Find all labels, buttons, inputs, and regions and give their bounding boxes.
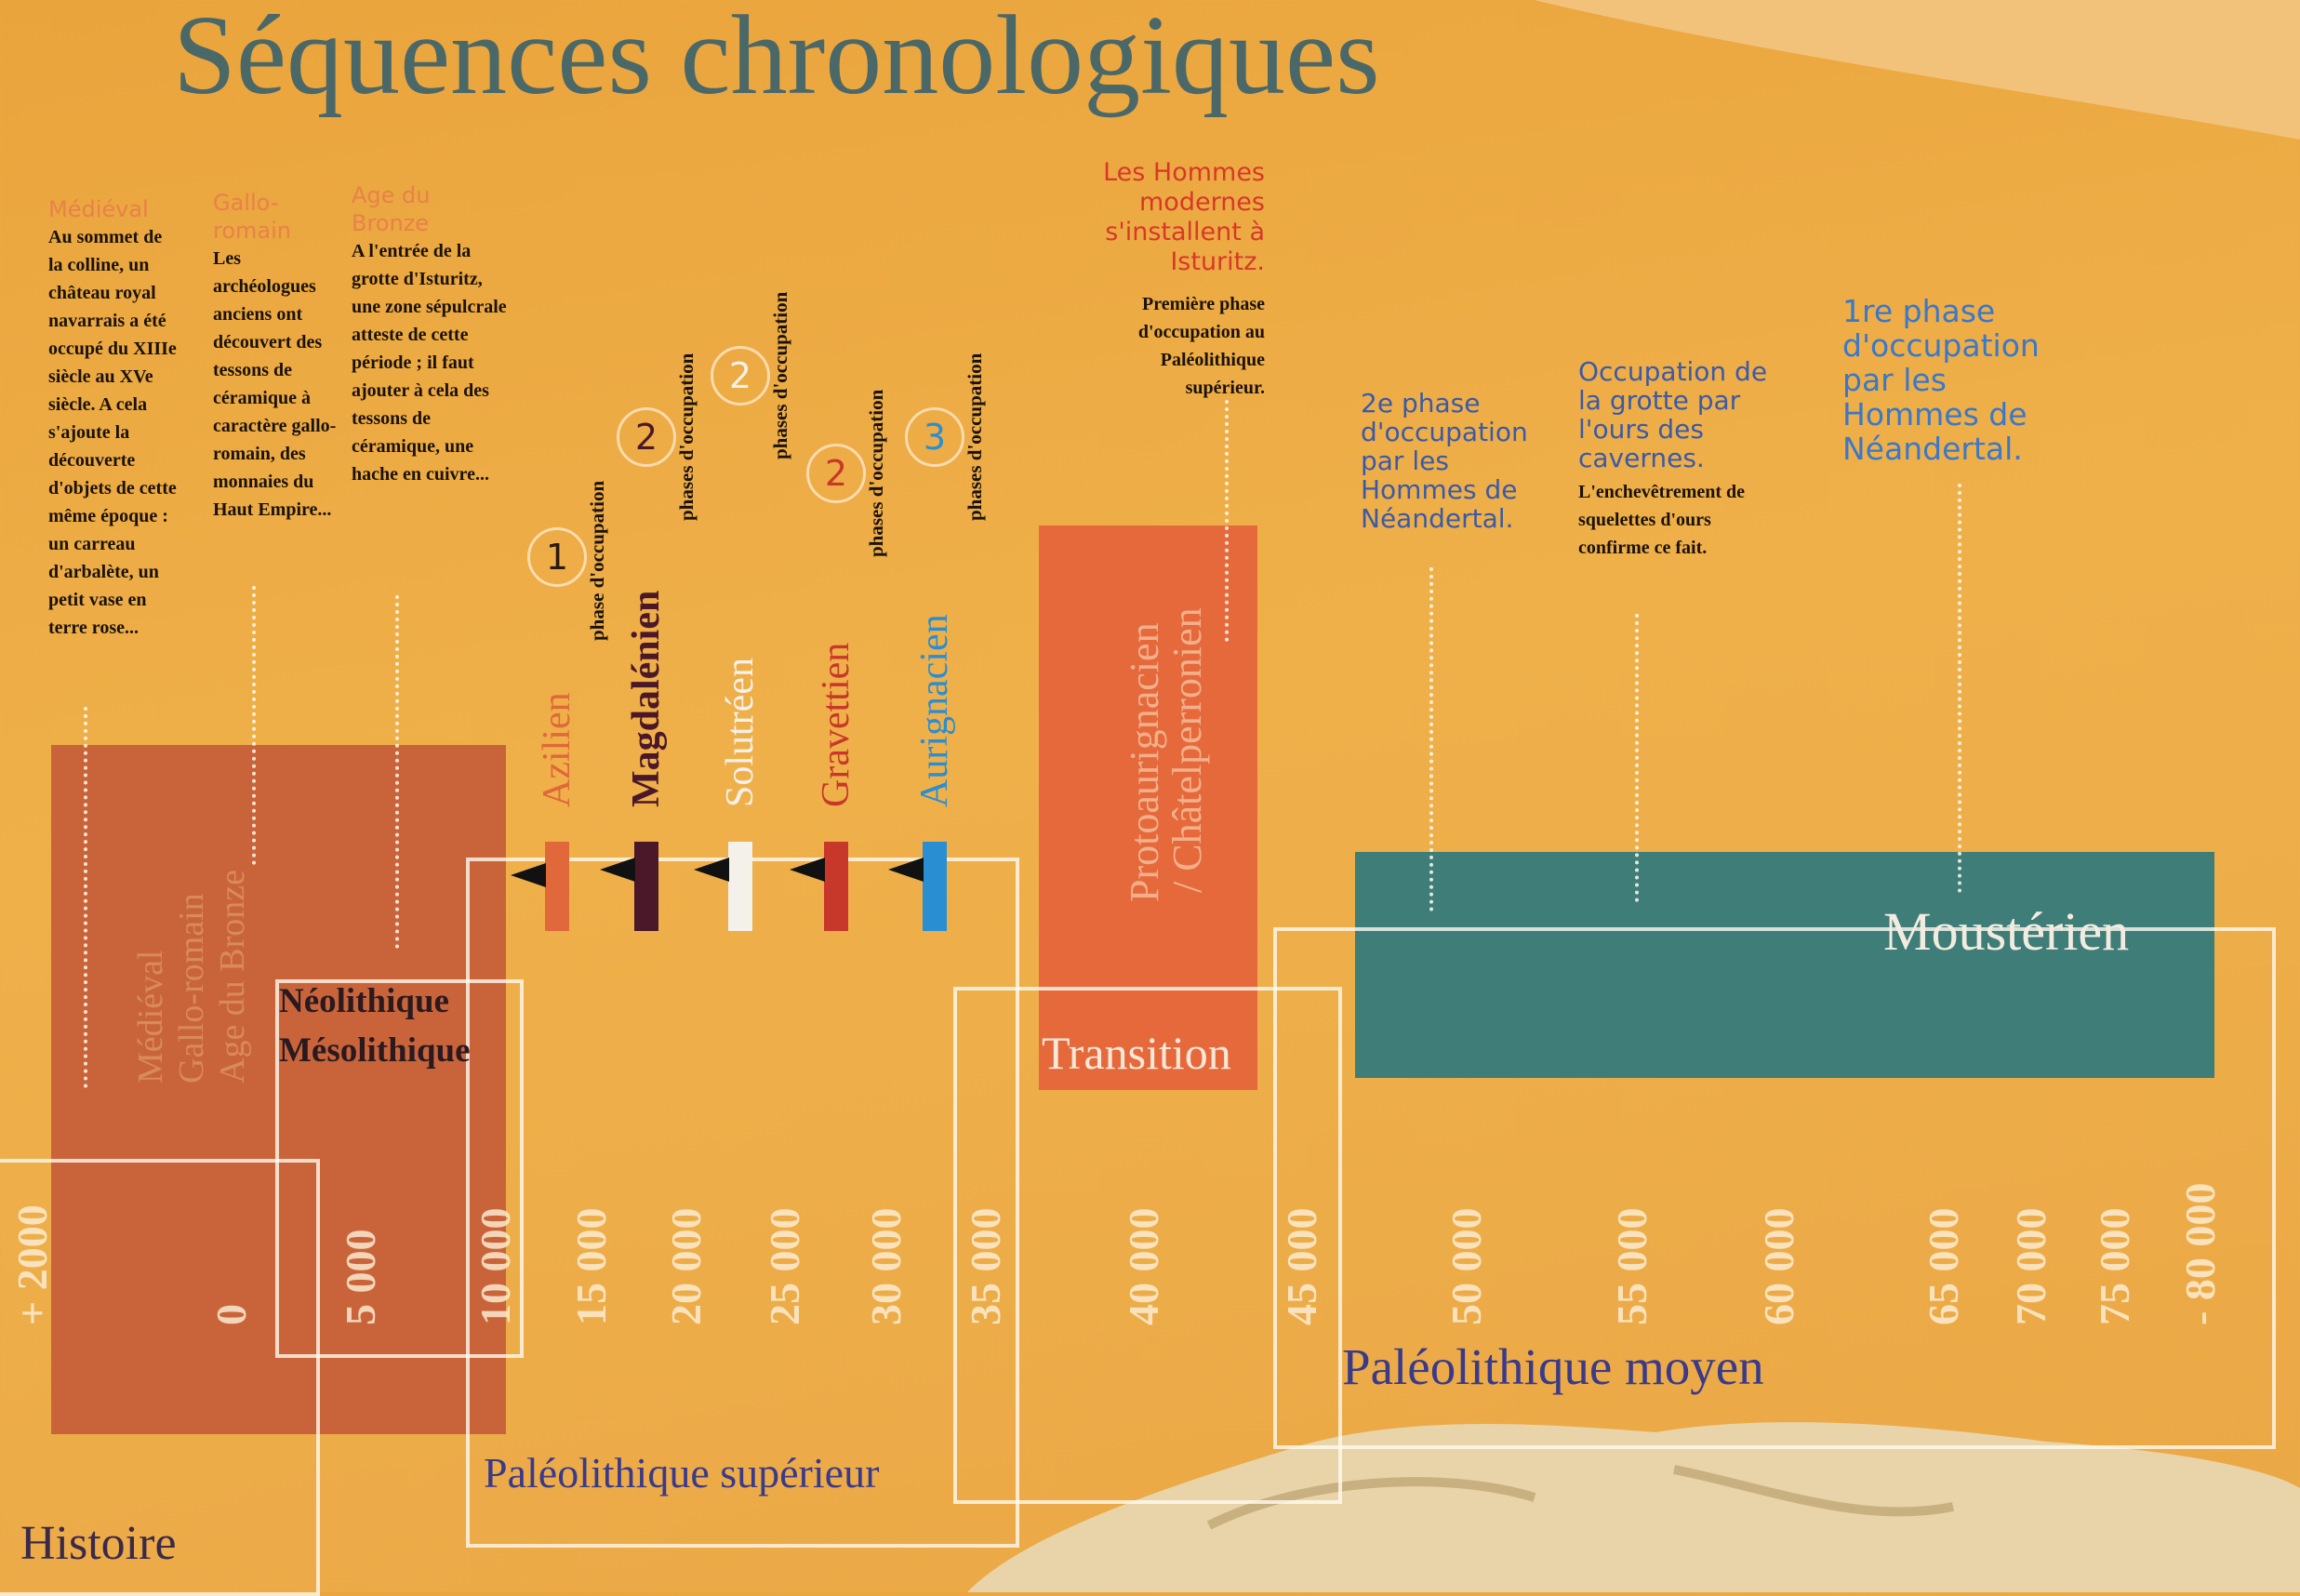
tick-label: 60 000 xyxy=(1755,1207,1802,1326)
tick-label: 50 000 xyxy=(1442,1207,1490,1326)
tick-label: + 2000 xyxy=(8,1204,56,1325)
phase-text: phases d'occupation xyxy=(964,352,986,521)
note-text: Les archéologues anciens ont découvert d… xyxy=(213,248,337,520)
arrow xyxy=(790,858,825,882)
culture-bar xyxy=(634,842,658,931)
arrow xyxy=(511,863,546,887)
note: 1re phase d'occupation par les Hommes de… xyxy=(1842,294,2075,466)
tick-label: 10 000 xyxy=(472,1207,519,1326)
block-label: Transition xyxy=(1042,1027,1231,1079)
title: Séquences chronologiques xyxy=(173,0,1380,118)
tick-label: 25 000 xyxy=(761,1207,808,1326)
note: Occupation de la grotte par l'ours des c… xyxy=(1578,357,1783,562)
tick-label: 70 000 xyxy=(2007,1207,2054,1326)
phase-circle: 2 xyxy=(806,444,866,503)
arrow xyxy=(600,858,635,882)
phase-circle: 3 xyxy=(905,407,964,467)
tick-label: 20 000 xyxy=(662,1207,710,1326)
note-text: L'enchevêtrement de squelettes d'ours co… xyxy=(1578,482,1746,558)
leader xyxy=(252,586,256,865)
culture-name: Gravettien xyxy=(815,642,858,807)
tick-label: 35 000 xyxy=(962,1207,1009,1326)
note-heading: Médiéval xyxy=(48,196,149,222)
tick-label: 45 000 xyxy=(1278,1207,1325,1326)
period-label: Paléolithique supérieur xyxy=(484,1449,880,1496)
period-label: Histoire xyxy=(20,1517,177,1570)
tick-label: 55 000 xyxy=(1608,1207,1655,1326)
culture-bar xyxy=(545,842,569,931)
rock-texture xyxy=(1206,1465,1954,1530)
note-text: A l'entrée de la grotte d'Isturitz, une … xyxy=(352,241,507,485)
paleo-moyen-outline xyxy=(1273,927,2276,1449)
block-label: Néolithique xyxy=(279,982,449,1020)
phase-circle: 2 xyxy=(711,346,770,406)
block-label: Mésolithique xyxy=(279,1031,471,1070)
note-heading: 2e phase d'occupation par les Hommes de … xyxy=(1361,388,1528,534)
note-heading: Age du Bronze xyxy=(352,182,431,236)
tick-label: 0 xyxy=(207,1304,255,1325)
note-heading: Occupation de la grotte par l'ours des c… xyxy=(1578,356,1768,473)
block-label: Médiéval xyxy=(131,950,170,1084)
note-text: Première phase d'occupation au Paléolith… xyxy=(1137,294,1265,398)
phase-text: phases d'occupation xyxy=(865,389,887,557)
phase-circle: 1 xyxy=(527,527,587,587)
culture-name: Magdalénien xyxy=(625,590,668,807)
leader xyxy=(1429,567,1433,911)
note-heading: Gallo-romain xyxy=(213,190,291,244)
culture-name: Aurignacien xyxy=(913,614,956,807)
note: Les Hommes modernes s'installent à Istur… xyxy=(1084,158,1265,402)
glare xyxy=(1535,0,2300,140)
leader xyxy=(1958,484,1961,893)
tick-label: 5 000 xyxy=(337,1229,384,1326)
leader xyxy=(1225,400,1229,642)
culture-bar xyxy=(923,842,947,931)
tick-label: 40 000 xyxy=(1120,1207,1167,1326)
phase-text: phase d'occupation xyxy=(586,480,608,641)
leader xyxy=(1635,614,1639,902)
note: 2e phase d'occupation par les Hommes de … xyxy=(1361,389,1547,533)
transition-block xyxy=(1039,525,1257,1090)
phase-text: phases d'occupation xyxy=(675,352,698,521)
note-heading: Les Hommes modernes s'installent à Istur… xyxy=(1103,158,1265,276)
arrow xyxy=(694,858,729,882)
leader xyxy=(84,707,87,1088)
note-heading: 1re phase d'occupation par les Hommes de… xyxy=(1842,293,2040,467)
transition-outline xyxy=(953,987,1342,1504)
culture-bar xyxy=(824,842,848,931)
tick-label: - 80 000 xyxy=(2176,1182,2224,1325)
block-label: Age du Bronze xyxy=(213,869,252,1084)
period-label: Paléolithique moyen xyxy=(1342,1338,1764,1395)
phase-text: phases d'occupation xyxy=(769,291,791,459)
note: Gallo-romain Les archéologues anciens on… xyxy=(213,189,343,524)
block-label: / Châtelperronien xyxy=(1164,607,1210,893)
tick-label: 75 000 xyxy=(2091,1207,2138,1326)
culture-name: Azilien xyxy=(536,692,578,807)
culture-name: Solutréen xyxy=(719,658,762,807)
arrow xyxy=(888,858,924,882)
note-text: Au sommet de la colline, un château roya… xyxy=(48,227,177,638)
block-label: Gallo-romain xyxy=(172,893,211,1084)
block-label: Protoaurignacien xyxy=(1122,622,1167,902)
culture-bar xyxy=(728,842,752,931)
block-label: Moustérien xyxy=(1883,901,2130,962)
note: Médiéval Au sommet de la colline, un châ… xyxy=(48,195,179,642)
tick-label: 15 000 xyxy=(567,1207,615,1326)
leader xyxy=(395,595,399,949)
rock xyxy=(967,1422,2300,1592)
note: Age du Bronze A l'entrée de la grotte d'… xyxy=(352,181,510,488)
paleo-superieur-outline xyxy=(466,858,1019,1548)
mousterien-block xyxy=(1355,852,2214,1078)
phase-circle: 2 xyxy=(617,407,676,467)
tick-label: 30 000 xyxy=(862,1207,910,1326)
tick-label: 65 000 xyxy=(1920,1207,1967,1326)
neolithique-outline xyxy=(275,979,524,1358)
